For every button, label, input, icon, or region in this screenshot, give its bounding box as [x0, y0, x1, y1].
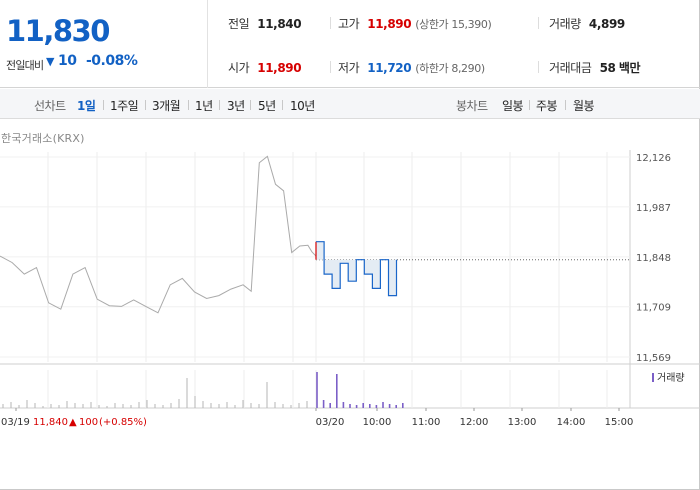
prev-close-stat: 전일 11,840 [228, 15, 302, 32]
high-stat: 고가 11,890 (상한가 15,390) [338, 15, 492, 32]
prev-close-label: 전일 [228, 17, 250, 31]
volume-label: 거래량 [549, 17, 581, 31]
divider [529, 100, 530, 110]
divider [330, 17, 331, 29]
info-up-arrow-icon: ▲ [69, 417, 77, 428]
divider [538, 61, 539, 73]
candle-monthly-button[interactable]: 월봉 [573, 99, 595, 113]
divider [538, 17, 539, 29]
open-stat: 시가 11,890 [228, 59, 302, 76]
x-tick-label: 11:00 [412, 417, 441, 428]
y-tick-label: 11,987 [636, 203, 671, 214]
turnover-stat: 거래대금 58 백만 [549, 59, 641, 76]
period-1w-button[interactable]: 1주일 [110, 99, 139, 113]
period-5y-button[interactable]: 5년 [258, 99, 276, 113]
x-tick-label: 13:00 [508, 417, 537, 428]
prev-day-price-line [0, 155, 317, 314]
period-1y-button[interactable]: 1년 [195, 99, 213, 113]
down-arrow-icon: ▼ [46, 55, 55, 68]
current-price-box: 11,830 전일대비 ▼ 10 -0.08% [0, 0, 208, 88]
divider [103, 100, 104, 110]
lower-limit: (하한가 8,290) [415, 62, 485, 75]
open-label: 시가 [228, 61, 250, 75]
line-chart-label: 선차트 [34, 99, 66, 113]
quote-panel: 11,830 전일대비 ▼ 10 -0.08% 전일 11,840 고가 11,89… [0, 0, 700, 88]
info-change: 100 [79, 417, 98, 428]
open-value: 11,890 [257, 61, 302, 75]
candle-weekly-button[interactable]: 주봉 [536, 99, 558, 113]
turnover-label: 거래대금 [549, 61, 592, 75]
data-source-label: 한국거래소(KRX) [1, 132, 85, 145]
divider [219, 100, 220, 110]
change-label: 전일대비 [6, 59, 44, 72]
candle-daily-button[interactable]: 일봉 [502, 99, 524, 113]
info-date: 03/19 [1, 417, 30, 428]
info-price: 11,840 [33, 417, 68, 428]
period-toolbar: 선차트 1일 1주일 3개월 1년 3년 5년 10년 봉차트 일봉 주봉 월봉 [0, 89, 700, 119]
volume-value: 4,899 [588, 17, 625, 31]
x-tick-label: 15:00 [605, 417, 634, 428]
candle-chart-label: 봉차트 [456, 99, 488, 113]
volume-stat: 거래량 4,899 [549, 15, 625, 32]
turnover-value: 58 [599, 61, 616, 75]
period-1d-button[interactable]: 1일 [77, 99, 96, 113]
divider [282, 100, 283, 110]
volume-legend-label: 거래량 [657, 372, 685, 384]
y-tick-label: 11,709 [636, 303, 671, 314]
divider [188, 100, 189, 110]
divider [330, 61, 331, 73]
period-3y-button[interactable]: 3년 [227, 99, 245, 113]
today-price-line [316, 241, 398, 297]
low-label: 저가 [338, 61, 360, 75]
change-rate: -0.08% [86, 53, 138, 69]
volume-legend-swatch [652, 373, 654, 382]
high-label: 고가 [338, 17, 360, 31]
high-value: 11,890 [367, 17, 412, 31]
current-price: 11,830 [6, 14, 110, 48]
period-10y-button[interactable]: 10년 [290, 99, 315, 113]
x-tick-label: 03/20 [316, 417, 345, 428]
y-tick-label: 11,848 [636, 253, 671, 264]
period-3m-button[interactable]: 3개월 [152, 99, 181, 113]
prev-close-value: 11,840 [257, 17, 302, 31]
x-tick-label: 10:00 [363, 417, 392, 428]
low-value: 11,720 [367, 61, 412, 75]
turnover-unit: 백만 [618, 61, 641, 75]
divider [565, 100, 566, 110]
y-tick-label: 12,126 [636, 153, 671, 164]
divider [250, 100, 251, 110]
upper-limit: (상한가 15,390) [415, 18, 492, 31]
divider [145, 100, 146, 110]
change-amount: 10 [58, 53, 77, 69]
low-stat: 저가 11,720 (하한가 8,290) [338, 59, 485, 76]
x-tick-label: 14:00 [557, 417, 586, 428]
x-tick-label: 12:00 [460, 417, 489, 428]
info-rate: (+0.85%) [99, 417, 147, 428]
y-tick-label: 11,569 [636, 353, 671, 364]
